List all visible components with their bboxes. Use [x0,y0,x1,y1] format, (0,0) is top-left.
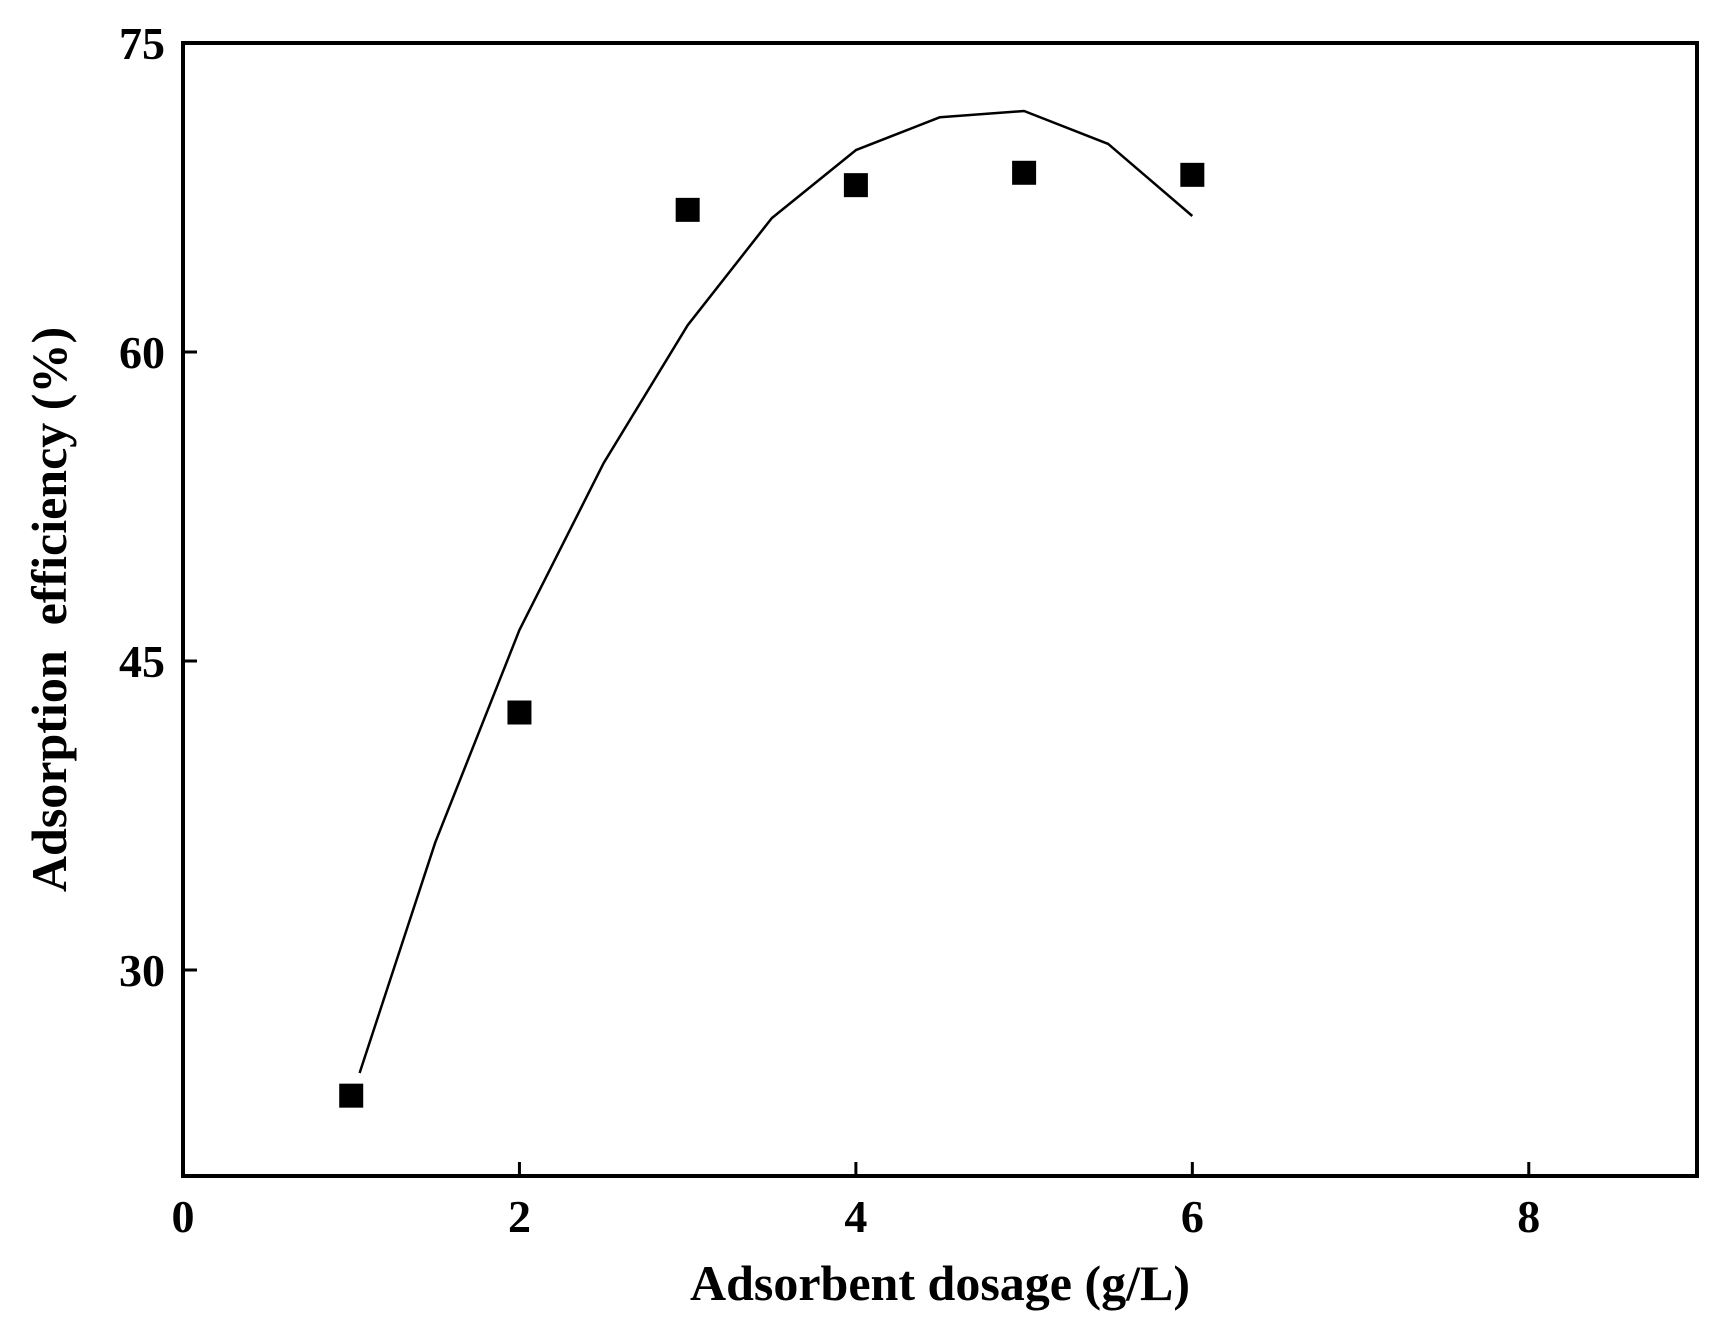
data-point [1180,162,1205,187]
data-point [675,197,700,222]
x-tick-label: 0 [172,1191,195,1242]
y-tick-label: 45 [119,636,165,687]
x-axis-label: Adsorbent dosage (g/L) [690,1255,1190,1311]
x-tick-label: 6 [1181,1191,1204,1242]
x-tick-label: 4 [844,1191,867,1242]
data-point [1012,160,1037,185]
fit-curve [358,109,1194,1074]
y-axis-label: Adsorption efficiency (%) [21,327,77,892]
data-point [339,1083,364,1108]
data-point [843,173,868,198]
x-tick-label: 8 [1517,1191,1540,1242]
x-tick-label: 2 [508,1191,531,1242]
data-point [507,700,532,725]
y-tick-label: 60 [119,327,165,378]
y-tick-label: 75 [119,18,165,69]
y-tick-label: 30 [119,945,165,996]
plot-frame [181,41,1699,1178]
